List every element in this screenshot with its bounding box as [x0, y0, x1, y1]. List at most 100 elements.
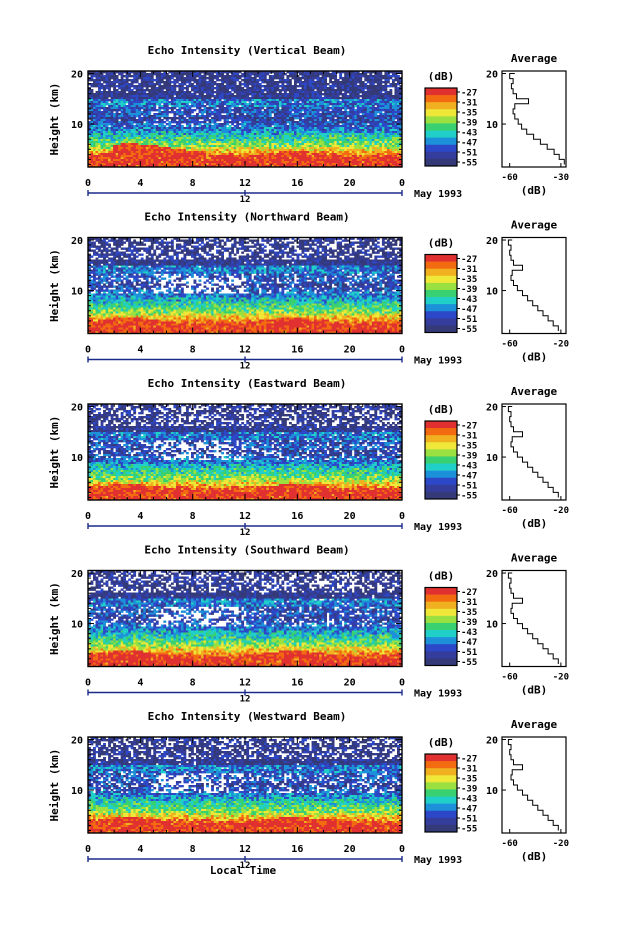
heatmap-cell	[322, 115, 325, 117]
heatmap-cell	[319, 89, 322, 91]
heatmap-cell	[98, 129, 101, 131]
heatmap-cell	[163, 139, 166, 141]
heatmap-cell	[126, 143, 129, 145]
heatmap-cell	[389, 135, 392, 137]
heatmap-cell	[96, 155, 99, 157]
heatmap-cell	[131, 113, 134, 115]
heatmap-cell	[131, 85, 134, 87]
heatmap-cell	[281, 83, 284, 85]
heatmap-cell	[226, 119, 229, 121]
heatmap-cell	[186, 95, 189, 97]
heatmap-cell	[377, 105, 380, 107]
heatmap-cell	[319, 87, 322, 89]
heatmap-cell	[239, 139, 242, 141]
heatmap-cell	[379, 81, 382, 83]
heatmap-cell	[387, 145, 390, 147]
heatmap-cell	[246, 89, 249, 91]
heatmap-cell	[251, 73, 254, 75]
heatmap-cell	[196, 103, 199, 105]
heatmap-cell	[156, 75, 159, 77]
heatmap-cell	[141, 143, 144, 145]
heatmap-cell	[131, 153, 134, 155]
heatmap-cell	[251, 115, 254, 117]
heatmap-cell	[153, 107, 156, 109]
heatmap-cell	[128, 75, 131, 77]
heatmap-cell	[204, 91, 207, 93]
heatmap-cell	[327, 139, 330, 141]
heatmap-cell	[191, 121, 194, 123]
heatmap-cell	[261, 135, 264, 137]
heatmap-cell	[251, 87, 254, 89]
heatmap-cell	[216, 131, 219, 133]
heatmap-cell	[239, 127, 242, 129]
heatmap-cell	[236, 119, 239, 121]
heatmap-cell	[344, 95, 347, 97]
heatmap-cell	[304, 73, 307, 75]
heatmap-cell	[352, 93, 355, 95]
heatmap-cell	[274, 149, 277, 151]
heatmap-cell	[216, 119, 219, 121]
heatmap-cell	[297, 77, 300, 79]
heatmap-cell	[294, 115, 297, 117]
heatmap-cell	[249, 123, 252, 125]
heatmap-cell	[121, 141, 124, 143]
heatmap-cell	[224, 81, 227, 83]
heatmap-cell	[324, 101, 327, 103]
heatmap-cell	[392, 109, 395, 111]
heatmap-cell	[214, 133, 217, 135]
heatmap-cell	[354, 105, 357, 107]
heatmap-cell	[239, 85, 242, 87]
heatmap-cell	[211, 135, 214, 137]
heatmap-cell	[259, 91, 262, 93]
heatmap-cell	[176, 93, 179, 95]
heatmap-cell	[123, 105, 126, 107]
heatmap-cell	[131, 89, 134, 91]
heatmap-cell	[146, 131, 149, 133]
heatmap-cell	[244, 95, 247, 97]
heatmap-cell	[334, 105, 337, 107]
heatmap-cell	[327, 117, 330, 119]
heatmap-cell	[209, 91, 212, 93]
heatmap-cell	[354, 89, 357, 91]
heatmap-cell	[261, 99, 264, 101]
heatmap-cell	[304, 145, 307, 147]
heatmap-cell	[319, 97, 322, 99]
heatmap-cell	[224, 103, 227, 105]
heatmap-cell	[138, 135, 141, 137]
heatmap-cell	[274, 129, 277, 131]
heatmap-cell	[111, 115, 114, 117]
heatmap-cell	[101, 147, 104, 149]
heatmap-cell	[329, 121, 332, 123]
heatmap-cell	[176, 85, 179, 87]
heatmap-cell	[96, 97, 99, 99]
heatmap-cell	[254, 93, 257, 95]
heatmap-cell	[143, 81, 146, 83]
heatmap-cell	[281, 101, 284, 103]
heatmap-cell	[357, 121, 360, 123]
heatmap-cell	[329, 97, 332, 99]
heatmap-cell	[214, 95, 217, 97]
heatmap-cell	[372, 89, 375, 91]
heatmap-cell	[148, 107, 151, 109]
heatmap-cell	[106, 113, 109, 115]
heatmap-cell	[224, 153, 227, 155]
heatmap-cell	[153, 125, 156, 127]
heatmap-cell	[246, 125, 249, 127]
heatmap-cell	[151, 119, 154, 121]
heatmap-cell	[251, 127, 254, 129]
heatmap-cell	[211, 101, 214, 103]
heatmap-cell	[101, 143, 104, 145]
heatmap-cell	[128, 85, 131, 87]
heatmap-cell	[116, 155, 119, 157]
heatmap-cell	[369, 117, 372, 119]
heatmap-cell	[314, 149, 317, 151]
heatmap-cell	[96, 81, 99, 83]
heatmap-cell	[254, 137, 257, 139]
heatmap-cell	[241, 75, 244, 77]
heatmap-cell	[284, 127, 287, 129]
heatmap-cell	[131, 145, 134, 147]
heatmap-cell	[136, 97, 139, 99]
heatmap-cell	[307, 123, 310, 125]
heatmap-cell	[201, 155, 204, 157]
heatmap-cell	[229, 127, 232, 129]
